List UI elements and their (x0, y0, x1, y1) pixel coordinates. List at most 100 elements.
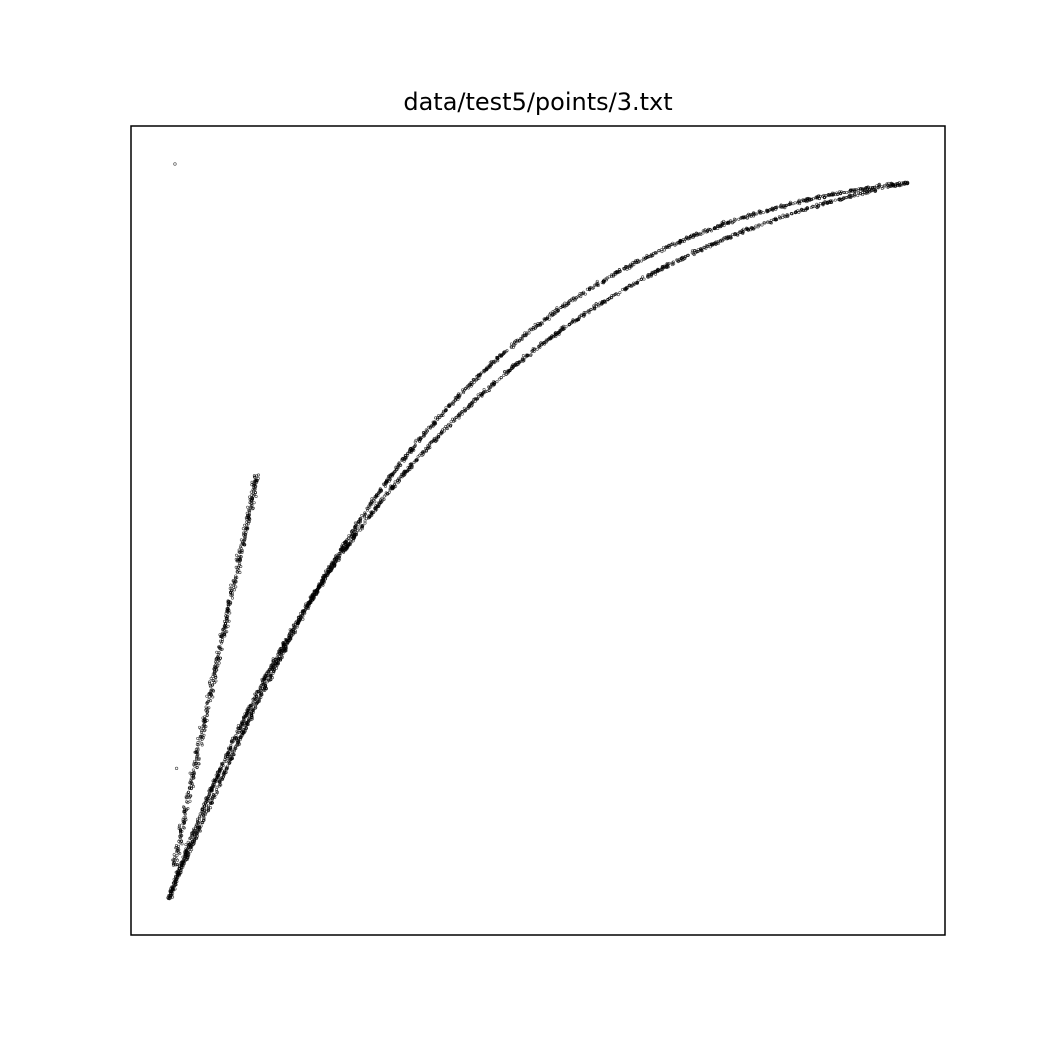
data-point (751, 212, 755, 216)
data-point (531, 326, 535, 330)
data-point (832, 191, 836, 195)
data-point (249, 703, 253, 707)
data-point (224, 630, 228, 634)
data-point (232, 588, 236, 592)
data-point (365, 506, 369, 510)
data-point (525, 354, 529, 358)
data-point (269, 663, 273, 667)
data-point (609, 273, 613, 277)
data-point (490, 362, 494, 366)
data-point (612, 293, 616, 297)
data-point (174, 874, 178, 878)
data-point (239, 733, 243, 737)
data-point (485, 367, 489, 371)
data-point (248, 495, 252, 499)
data-point (301, 613, 305, 617)
data-point (627, 264, 631, 268)
data-point (220, 631, 224, 635)
data-point (701, 229, 705, 233)
data-point (524, 332, 528, 336)
data-point (255, 694, 259, 698)
data-point (357, 520, 361, 524)
data-point (647, 255, 651, 259)
data-point (263, 677, 267, 681)
data-point (396, 465, 400, 469)
data-point (330, 568, 334, 572)
data-point (321, 583, 325, 587)
data-point (267, 678, 271, 682)
data-point (495, 356, 499, 360)
data-point (453, 398, 457, 402)
data-point (503, 369, 507, 373)
data-point (765, 210, 769, 214)
data-point (232, 582, 236, 586)
data-point (705, 244, 709, 248)
data-point (759, 210, 763, 214)
data-point (499, 375, 503, 379)
data-point (213, 778, 217, 782)
data-point (745, 226, 749, 230)
data-point (649, 253, 653, 257)
data-point (719, 239, 723, 243)
data-point (208, 691, 212, 695)
data-point (510, 366, 514, 370)
data-point (555, 332, 559, 336)
data-point (731, 232, 735, 236)
data-point (818, 202, 822, 206)
data-point (527, 331, 531, 335)
data-point (817, 194, 821, 198)
data-point (249, 490, 253, 494)
data-point (245, 520, 249, 524)
data-point (561, 327, 565, 331)
data-point (209, 693, 213, 697)
data-point (219, 777, 223, 781)
data-point (376, 501, 380, 505)
data-point (178, 851, 182, 855)
data-point (760, 223, 764, 227)
data-point (606, 298, 610, 302)
data-point (349, 530, 353, 534)
data-point (198, 738, 202, 742)
data-point (226, 602, 230, 606)
data-point (253, 483, 257, 487)
data-point (542, 317, 546, 321)
data-point (548, 311, 552, 315)
data-point (623, 287, 627, 291)
data-point (376, 504, 380, 508)
data-point (179, 863, 183, 867)
data-point (521, 354, 525, 358)
data-point (408, 468, 412, 472)
data-point (709, 242, 713, 246)
data-point (746, 228, 750, 232)
data-point (364, 517, 368, 521)
data-point (298, 611, 302, 615)
data-point (391, 486, 395, 490)
data-point (247, 517, 251, 521)
data-point (485, 365, 489, 369)
data-point (404, 455, 408, 459)
data-point (235, 559, 239, 563)
data-point (242, 715, 246, 719)
data-point (521, 334, 525, 338)
data-point (469, 384, 473, 388)
data-point (602, 279, 606, 283)
data-point (821, 202, 825, 206)
data-point (224, 759, 228, 763)
data-point (254, 484, 258, 488)
points-layer (166, 162, 910, 901)
data-point (384, 480, 388, 484)
data-point (409, 465, 413, 469)
data-point (368, 505, 372, 509)
data-point (653, 269, 657, 273)
data-point (757, 223, 761, 227)
data-point (315, 591, 319, 595)
data-point (796, 200, 800, 204)
data-point (251, 700, 255, 704)
data-point (475, 374, 479, 378)
data-point (234, 735, 238, 739)
data-point (696, 232, 700, 236)
data-point (269, 678, 273, 682)
data-point (853, 189, 857, 193)
data-point (353, 524, 357, 528)
data-point (249, 501, 253, 505)
